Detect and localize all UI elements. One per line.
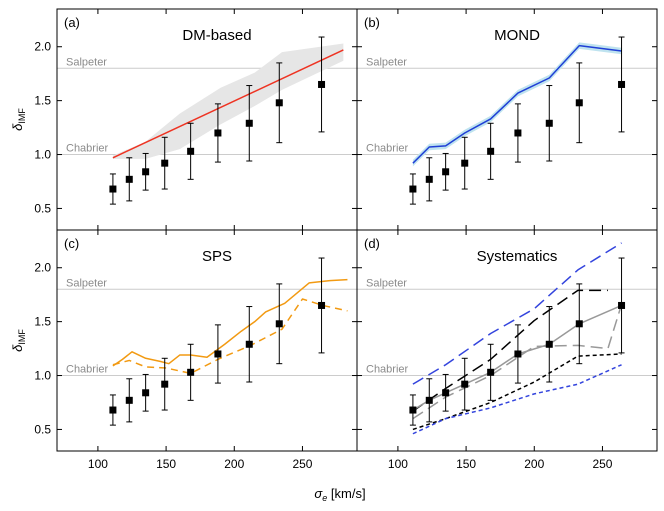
x-axis-label-subscript: e xyxy=(322,493,327,503)
reference-label-salpeter: Salpeter xyxy=(366,277,407,289)
y-axis-label-subscript: IMF xyxy=(17,108,27,124)
data-point xyxy=(442,168,450,176)
data-point xyxy=(142,389,150,397)
data-point xyxy=(109,185,117,193)
data-point xyxy=(409,406,417,414)
data-point xyxy=(575,320,583,328)
series-line xyxy=(112,298,348,375)
data-point xyxy=(618,301,626,309)
data-point xyxy=(318,80,326,88)
reference-label-chabrier: Chabrier xyxy=(66,143,109,155)
panel-label: (b) xyxy=(364,15,380,30)
series-line xyxy=(412,364,622,435)
panel-2: Salpeter Chabrier (b) MOND xyxy=(356,8,658,231)
y-tick-label: 1.0 xyxy=(34,148,51,162)
y-tick-label: 0.5 xyxy=(34,201,51,215)
x-tick-label: 150 xyxy=(156,457,176,471)
panel-label: (d) xyxy=(364,236,380,251)
data-point xyxy=(187,368,195,376)
data-point xyxy=(514,129,522,137)
y-tick-label: 1.5 xyxy=(34,315,51,329)
data-point xyxy=(214,129,222,137)
y-tick-label: 2.0 xyxy=(34,261,51,275)
plot-area xyxy=(57,36,357,205)
reference-label-chabrier: Chabrier xyxy=(366,364,409,376)
plot-area xyxy=(357,36,657,205)
data-point xyxy=(187,147,195,155)
y-axis-label: δIMF xyxy=(10,108,27,131)
x-tick-label: 100 xyxy=(88,457,108,471)
data-point xyxy=(161,159,169,167)
data-point xyxy=(442,389,450,397)
data-point xyxy=(125,175,133,183)
series-line xyxy=(112,49,344,159)
y-tick-label: 1.0 xyxy=(34,369,51,383)
series-line xyxy=(412,304,623,420)
data-point xyxy=(575,99,583,107)
plot-area xyxy=(57,257,357,426)
x-tick-label: 250 xyxy=(292,457,312,471)
y-axis-label: δIMF xyxy=(10,329,27,352)
panel-frame xyxy=(356,229,658,452)
panels: Salpeter Chabrier (a) DM-based 0.5 1.0 1.5 2.0 δ… xyxy=(10,8,658,471)
y-axis-label-symbol: δ xyxy=(10,123,25,131)
x-tick-label: 200 xyxy=(524,457,544,471)
reference-label-salpeter: Salpeter xyxy=(366,56,407,68)
plot-area xyxy=(357,242,657,435)
data-point xyxy=(425,396,433,404)
data-point xyxy=(545,340,553,348)
x-tick-label: 150 xyxy=(456,457,476,471)
series-line xyxy=(412,242,622,385)
x-axis-label-symbol: σ xyxy=(314,486,323,501)
data-point xyxy=(487,368,495,376)
panel-label: (c) xyxy=(64,236,79,251)
data-point xyxy=(618,80,626,88)
data-point xyxy=(545,119,553,127)
reference-label-chabrier: Chabrier xyxy=(66,364,109,376)
data-point xyxy=(109,406,117,414)
data-point xyxy=(487,147,495,155)
x-axis-label: σe [km/s] xyxy=(314,486,365,503)
svg-text:σe [km/s]: σe [km/s] xyxy=(314,486,365,503)
panel-4: Salpeter Chabrier (d) Systematics 100 150 200 2… xyxy=(356,229,658,471)
data-point xyxy=(425,175,433,183)
panel-title: DM-based xyxy=(182,27,251,44)
panel-3: Salpeter Chabrier (c) SPS 100 150 200 250 0.5 1.0… xyxy=(10,229,358,471)
data-point xyxy=(214,350,222,358)
panel-label: (a) xyxy=(64,15,80,30)
panel-title: MOND xyxy=(494,27,540,44)
reference-label-salpeter: Salpeter xyxy=(66,277,107,289)
data-point xyxy=(245,119,253,127)
reference-label-chabrier: Chabrier xyxy=(366,143,409,155)
x-axis-label-unit: [km/s] xyxy=(331,486,366,501)
x-tick-label: 250 xyxy=(592,457,612,471)
reference-label-salpeter: Salpeter xyxy=(66,56,107,68)
data-point xyxy=(275,99,283,107)
data-point xyxy=(275,320,283,328)
x-tick-label: 100 xyxy=(388,457,408,471)
panel-1: Salpeter Chabrier (a) DM-based 0.5 1.0 1.5 2.0 δ… xyxy=(10,8,358,231)
data-point xyxy=(161,380,169,388)
uncertainty-band xyxy=(412,42,622,167)
y-axis-label-symbol: δ xyxy=(10,344,25,352)
panel-title: SPS xyxy=(202,248,232,265)
series-line xyxy=(412,44,622,164)
x-tick-label: 200 xyxy=(224,457,244,471)
data-point xyxy=(514,350,522,358)
data-point xyxy=(409,185,417,193)
data-point xyxy=(142,168,150,176)
y-axis-label-subscript: IMF xyxy=(17,329,27,345)
data-point xyxy=(318,301,326,309)
series-line xyxy=(412,289,608,412)
y-tick-label: 2.0 xyxy=(34,40,51,54)
data-point xyxy=(125,396,133,404)
panel-title: Systematics xyxy=(477,248,558,265)
y-tick-label: 1.5 xyxy=(34,94,51,108)
data-point xyxy=(461,159,469,167)
data-point xyxy=(461,380,469,388)
series-line xyxy=(112,278,348,367)
y-tick-label: 0.5 xyxy=(34,422,51,436)
data-point xyxy=(245,340,253,348)
